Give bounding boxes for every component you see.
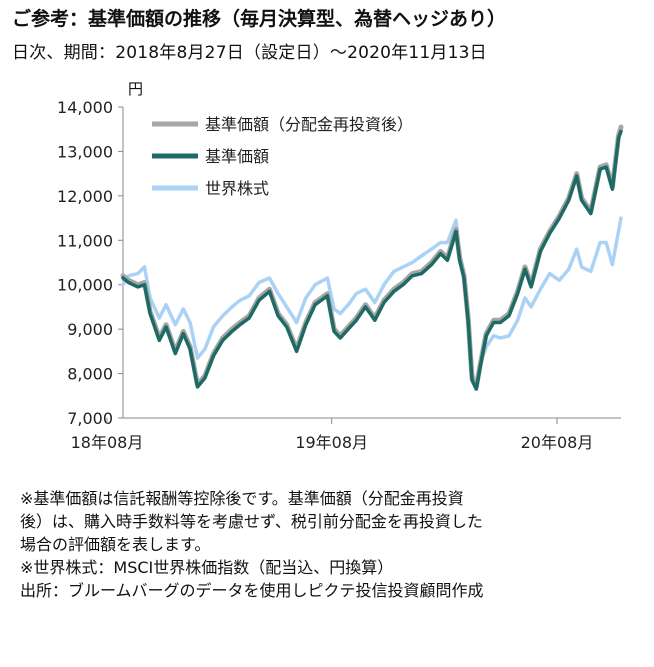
footnote-line: ※世界株式：MSCI世界株価指数（配当込、円換算） [20,558,394,577]
series-line-reinvested [120,124,624,390]
chart-subtitle: 日次、期間：2018年8月27日（設定日）～2020年11月13日 [12,43,487,63]
legend-label-reinvested: 基準価額（分配金再投資後） [205,115,413,134]
y-tick-label: 12,000 [57,187,113,206]
x-tick-label: 19年08月 [295,433,368,452]
line-chart: 7,000 8,000 9,000 10,000 11,000 12,000 13,000 1… [57,98,624,452]
footnote-line: 出所：ブルームバーグのデータを使用しピクテ投信投資顧問作成 [20,581,484,600]
footnotes: ※基準価額は信託報酬等控除後です。基準価額（分配金再投資 後）は、購入時手数料等… [20,487,640,602]
axes: 7,000 8,000 9,000 10,000 11,000 12,000 13,000 1… [57,98,621,452]
y-tick-label: 10,000 [57,276,113,295]
series-line-nav [121,129,623,391]
y-tick-label: 11,000 [57,231,113,250]
footnote-line: 場合の評価額を表します。 [20,535,211,554]
footnote-line: 後）は、購入時手数料等を考慮せず、税引前分配金を再投資した [20,512,483,531]
y-tick-label: 8,000 [67,365,113,384]
series-line-world [121,216,623,391]
legend: 基準価額（分配金再投資後） 基準価額 世界株式 [152,115,413,198]
x-tick-label: 18年08月 [71,433,144,452]
legend-label-world: 世界株式 [205,179,269,198]
y-tick-label: 7,000 [67,409,113,428]
legend-label-nav: 基準価額 [205,147,269,166]
y-tick-label: 14,000 [57,98,113,117]
y-axis-unit: 円 [128,80,144,98]
chart-title: ご参考：基準価額の推移（毎月決算型、為替ヘッジあり） [12,8,507,30]
series-lines [120,124,624,391]
y-tick-label: 13,000 [57,142,113,161]
x-tick-label: 20年08月 [521,433,594,452]
footnote-line: ※基準価額は信託報酬等控除後です。基準価額（分配金再投資 [20,489,464,508]
y-tick-label: 9,000 [67,320,113,339]
